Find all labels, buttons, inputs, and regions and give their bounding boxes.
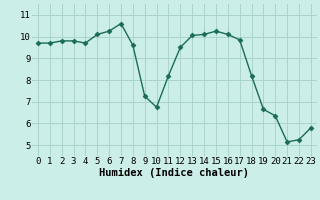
X-axis label: Humidex (Indice chaleur): Humidex (Indice chaleur) [100,168,249,178]
